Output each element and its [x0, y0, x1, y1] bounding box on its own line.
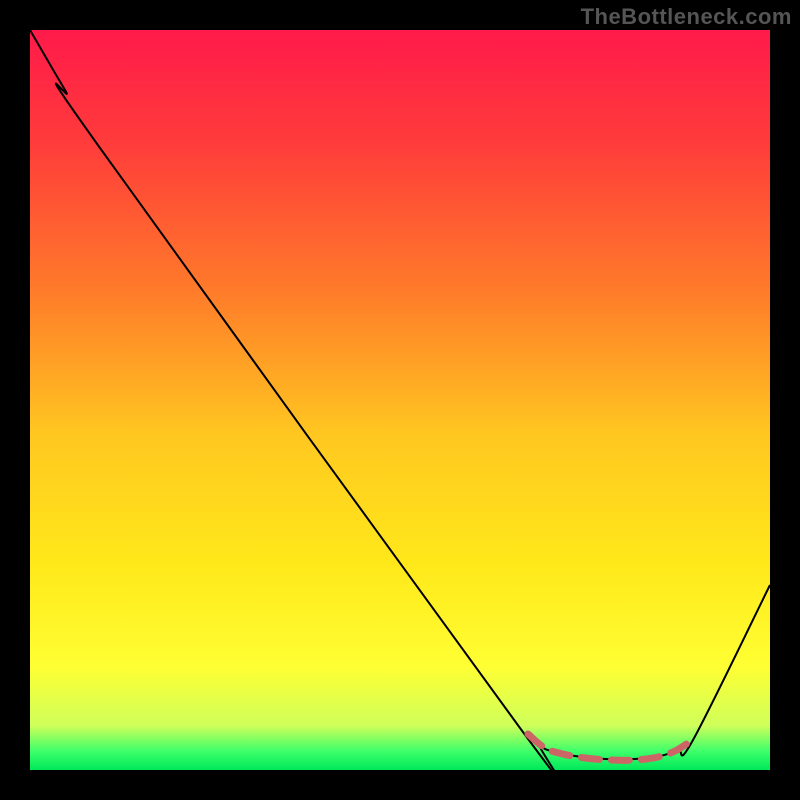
watermark-text: TheBottleneck.com	[581, 4, 792, 30]
plot-area	[30, 30, 770, 770]
chart-svg	[30, 30, 770, 770]
gradient-background	[30, 30, 770, 770]
chart-root: TheBottleneck.com	[0, 0, 800, 800]
